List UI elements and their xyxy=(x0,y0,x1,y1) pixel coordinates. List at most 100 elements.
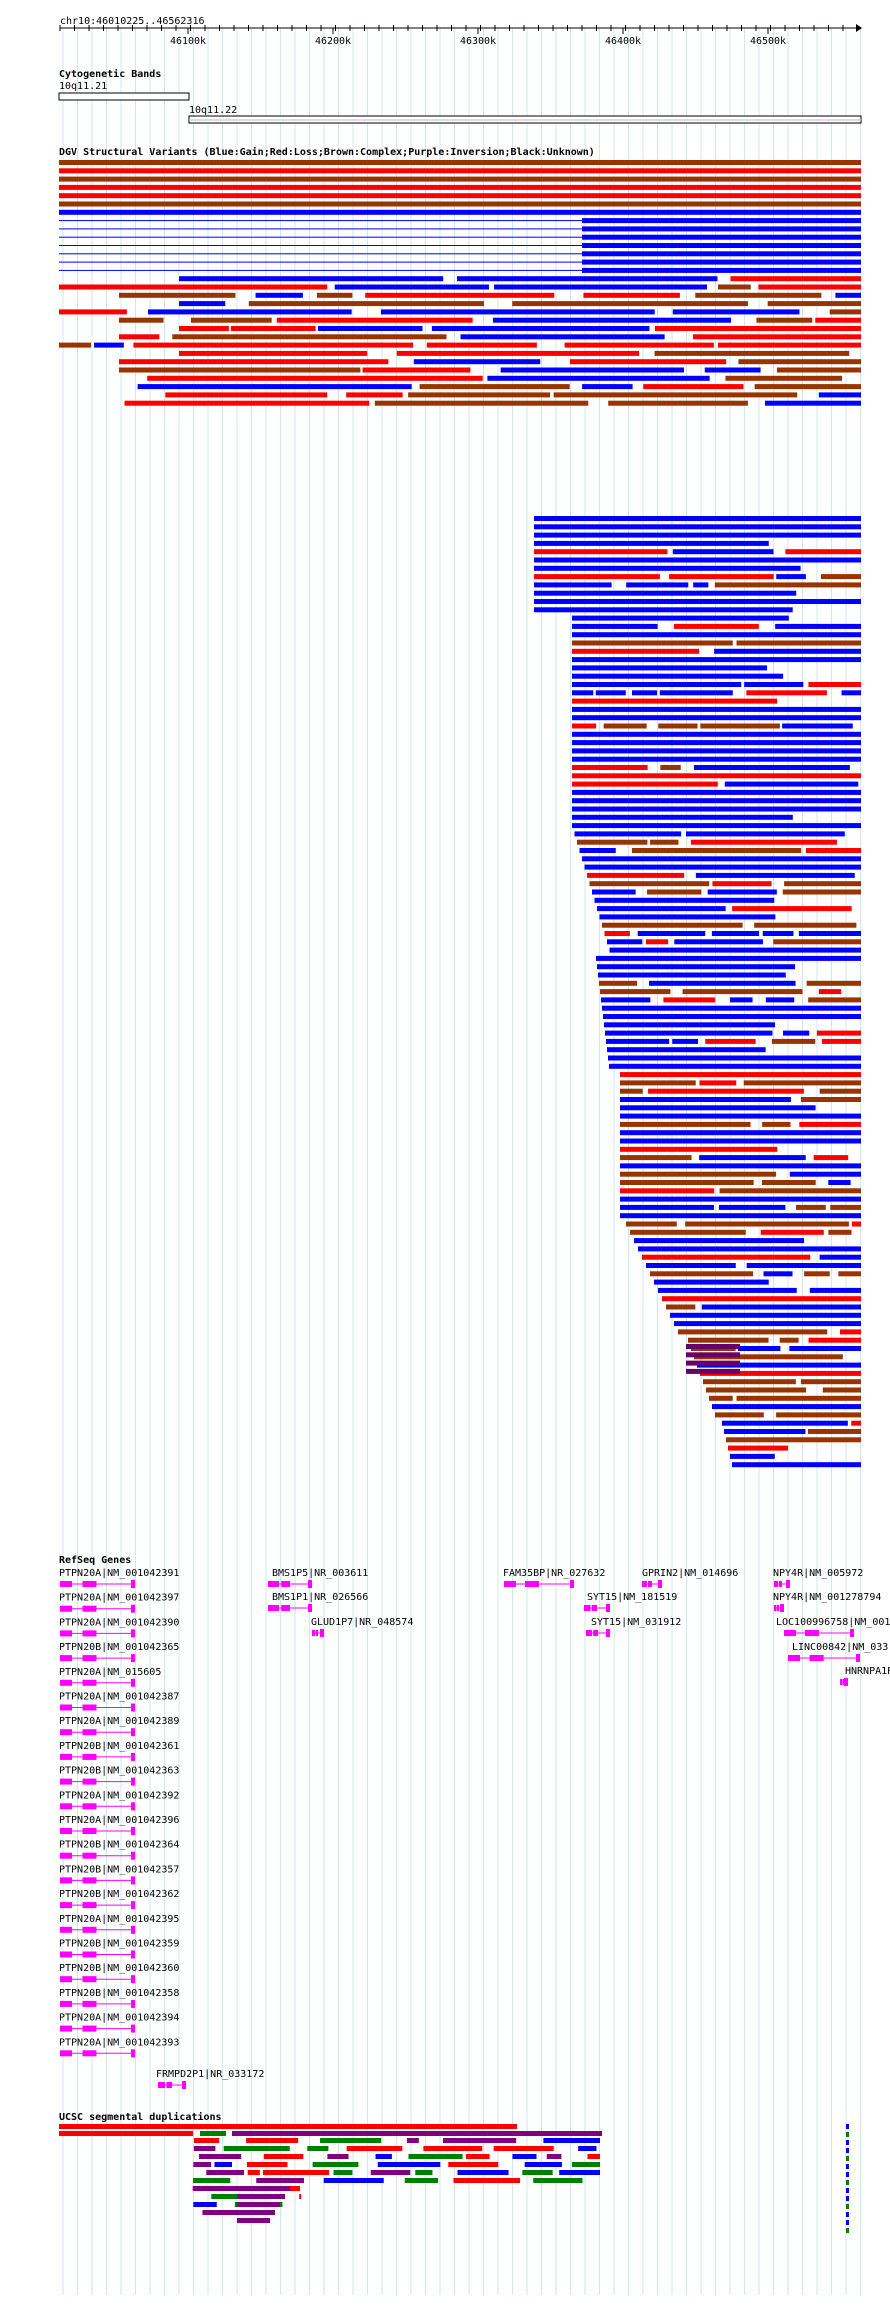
dgv-variant xyxy=(828,1229,852,1235)
gene-label: LOC100996758|NM_001 xyxy=(776,1617,890,1628)
gene-exon xyxy=(60,1852,72,1859)
dgv-variant xyxy=(318,326,423,331)
segdup-track[interactable] xyxy=(59,2124,849,2233)
dgv-variant xyxy=(705,1038,756,1044)
gene-exon xyxy=(60,1877,72,1884)
gene-exon xyxy=(774,1581,778,1587)
dgv-variant xyxy=(276,317,473,323)
gene-exon xyxy=(584,1605,591,1611)
dgv-variant xyxy=(838,1271,861,1277)
refseq-track[interactable]: PTPN20A|NM_001042391 PTPN20A|NM_001042397… xyxy=(59,1568,890,2089)
dgv-variant xyxy=(650,839,679,845)
dgv-variant xyxy=(736,640,861,646)
gene-exon xyxy=(281,1605,290,1611)
segdup-block xyxy=(846,2188,849,2193)
dgv-variant xyxy=(819,1254,861,1260)
gene-exon xyxy=(504,1581,516,1587)
dgv-variant xyxy=(587,872,685,878)
dgv-variant xyxy=(582,226,861,232)
segdup-block xyxy=(237,2194,285,2199)
dgv-variant xyxy=(762,1121,791,1127)
segdup-block xyxy=(263,2154,304,2159)
dgv-variant xyxy=(761,1180,816,1185)
dgv-variant xyxy=(693,334,861,340)
gene-exon xyxy=(268,1605,279,1611)
gene-label: BMS1P1|NR_026566 xyxy=(272,1592,368,1603)
dgv-variant xyxy=(714,648,861,654)
dgv-variant xyxy=(736,1395,861,1401)
dgv-variant xyxy=(456,276,718,282)
segdup-block xyxy=(262,2170,330,2175)
gene-label: SYT15|NM_031912 xyxy=(591,1617,681,1628)
gene-exon xyxy=(131,2024,135,2033)
dgv-variant xyxy=(137,384,412,390)
segdup-block xyxy=(415,2170,433,2175)
gene-exon xyxy=(166,2082,172,2088)
segdup-block xyxy=(327,2154,349,2159)
position-label: chr10:46010225..46562316 xyxy=(60,16,205,27)
gene-exon xyxy=(788,1655,800,1661)
dgv-variant xyxy=(419,384,570,390)
dgv-variant xyxy=(754,384,861,390)
dgv-variant xyxy=(59,160,861,165)
dgv-variant xyxy=(620,1088,643,1094)
gene-exon xyxy=(131,1580,135,1588)
dgv-variant xyxy=(693,582,709,588)
dgv-variant xyxy=(179,350,368,356)
segdup-block xyxy=(377,2162,441,2167)
dgv-variant xyxy=(789,1171,861,1177)
dgv-variant xyxy=(534,582,612,588)
dgv-variant xyxy=(534,524,861,530)
gene-label: PTPN20A|NM_001042389 xyxy=(59,1716,179,1727)
ruler-tick-label: 46500k xyxy=(750,36,786,47)
gene-exon xyxy=(131,1851,135,1860)
dgv-variant xyxy=(693,765,850,770)
gene-exon xyxy=(82,1828,97,1834)
dgv-variant xyxy=(592,889,636,895)
dgv-variant xyxy=(674,939,763,945)
dgv-variant xyxy=(818,989,842,995)
dgv-variant xyxy=(334,284,489,290)
segdup-block xyxy=(232,2131,602,2136)
gene-exon xyxy=(82,1852,97,1859)
dgv-variant xyxy=(605,1030,773,1036)
gene-exon xyxy=(842,1679,844,1685)
dgv-variant xyxy=(413,359,541,365)
dgv-variant xyxy=(500,367,684,373)
dgv-variant xyxy=(672,309,800,315)
dgv-variant xyxy=(707,889,777,895)
dgv-variant xyxy=(582,251,861,257)
dgv-variant xyxy=(642,1254,811,1260)
dgv-variant xyxy=(600,989,671,995)
dgv-variant xyxy=(572,706,861,712)
segdup-block xyxy=(237,2210,275,2215)
segdup-block xyxy=(404,2178,439,2183)
dgv-variant xyxy=(760,1229,824,1235)
segdup-block xyxy=(59,2131,193,2136)
dgv-variant xyxy=(572,723,597,729)
dgv-variant xyxy=(694,1354,843,1360)
gene-exon xyxy=(60,2025,72,2032)
dgv-variant xyxy=(631,848,802,853)
dgv-variant xyxy=(534,590,797,596)
dgv-variant xyxy=(534,599,861,604)
dgv-variant xyxy=(572,798,861,804)
dgv-variant xyxy=(492,317,732,323)
dgv-variant xyxy=(494,284,708,290)
dgv-track[interactable] xyxy=(59,160,861,1468)
segdup-block xyxy=(246,2138,299,2143)
dgv-variant xyxy=(316,292,353,298)
gene-exon xyxy=(131,1604,135,1613)
dgv-variant xyxy=(703,1379,796,1385)
dgv-variant xyxy=(582,267,861,273)
dgv-variant xyxy=(620,1097,791,1102)
gene-label: PTPN20A|NM_001042394 xyxy=(59,2013,179,2024)
dgv-variant xyxy=(59,261,582,263)
segdup-block xyxy=(237,2218,270,2223)
dgv-variant xyxy=(776,1412,861,1418)
dgv-variant xyxy=(59,253,582,255)
gene-label: FRMPD2P1|NR_033172 xyxy=(156,2069,264,2080)
gene-label: PTPN20B|NM_001042358 xyxy=(59,1988,179,1999)
dgv-variant xyxy=(746,690,827,696)
